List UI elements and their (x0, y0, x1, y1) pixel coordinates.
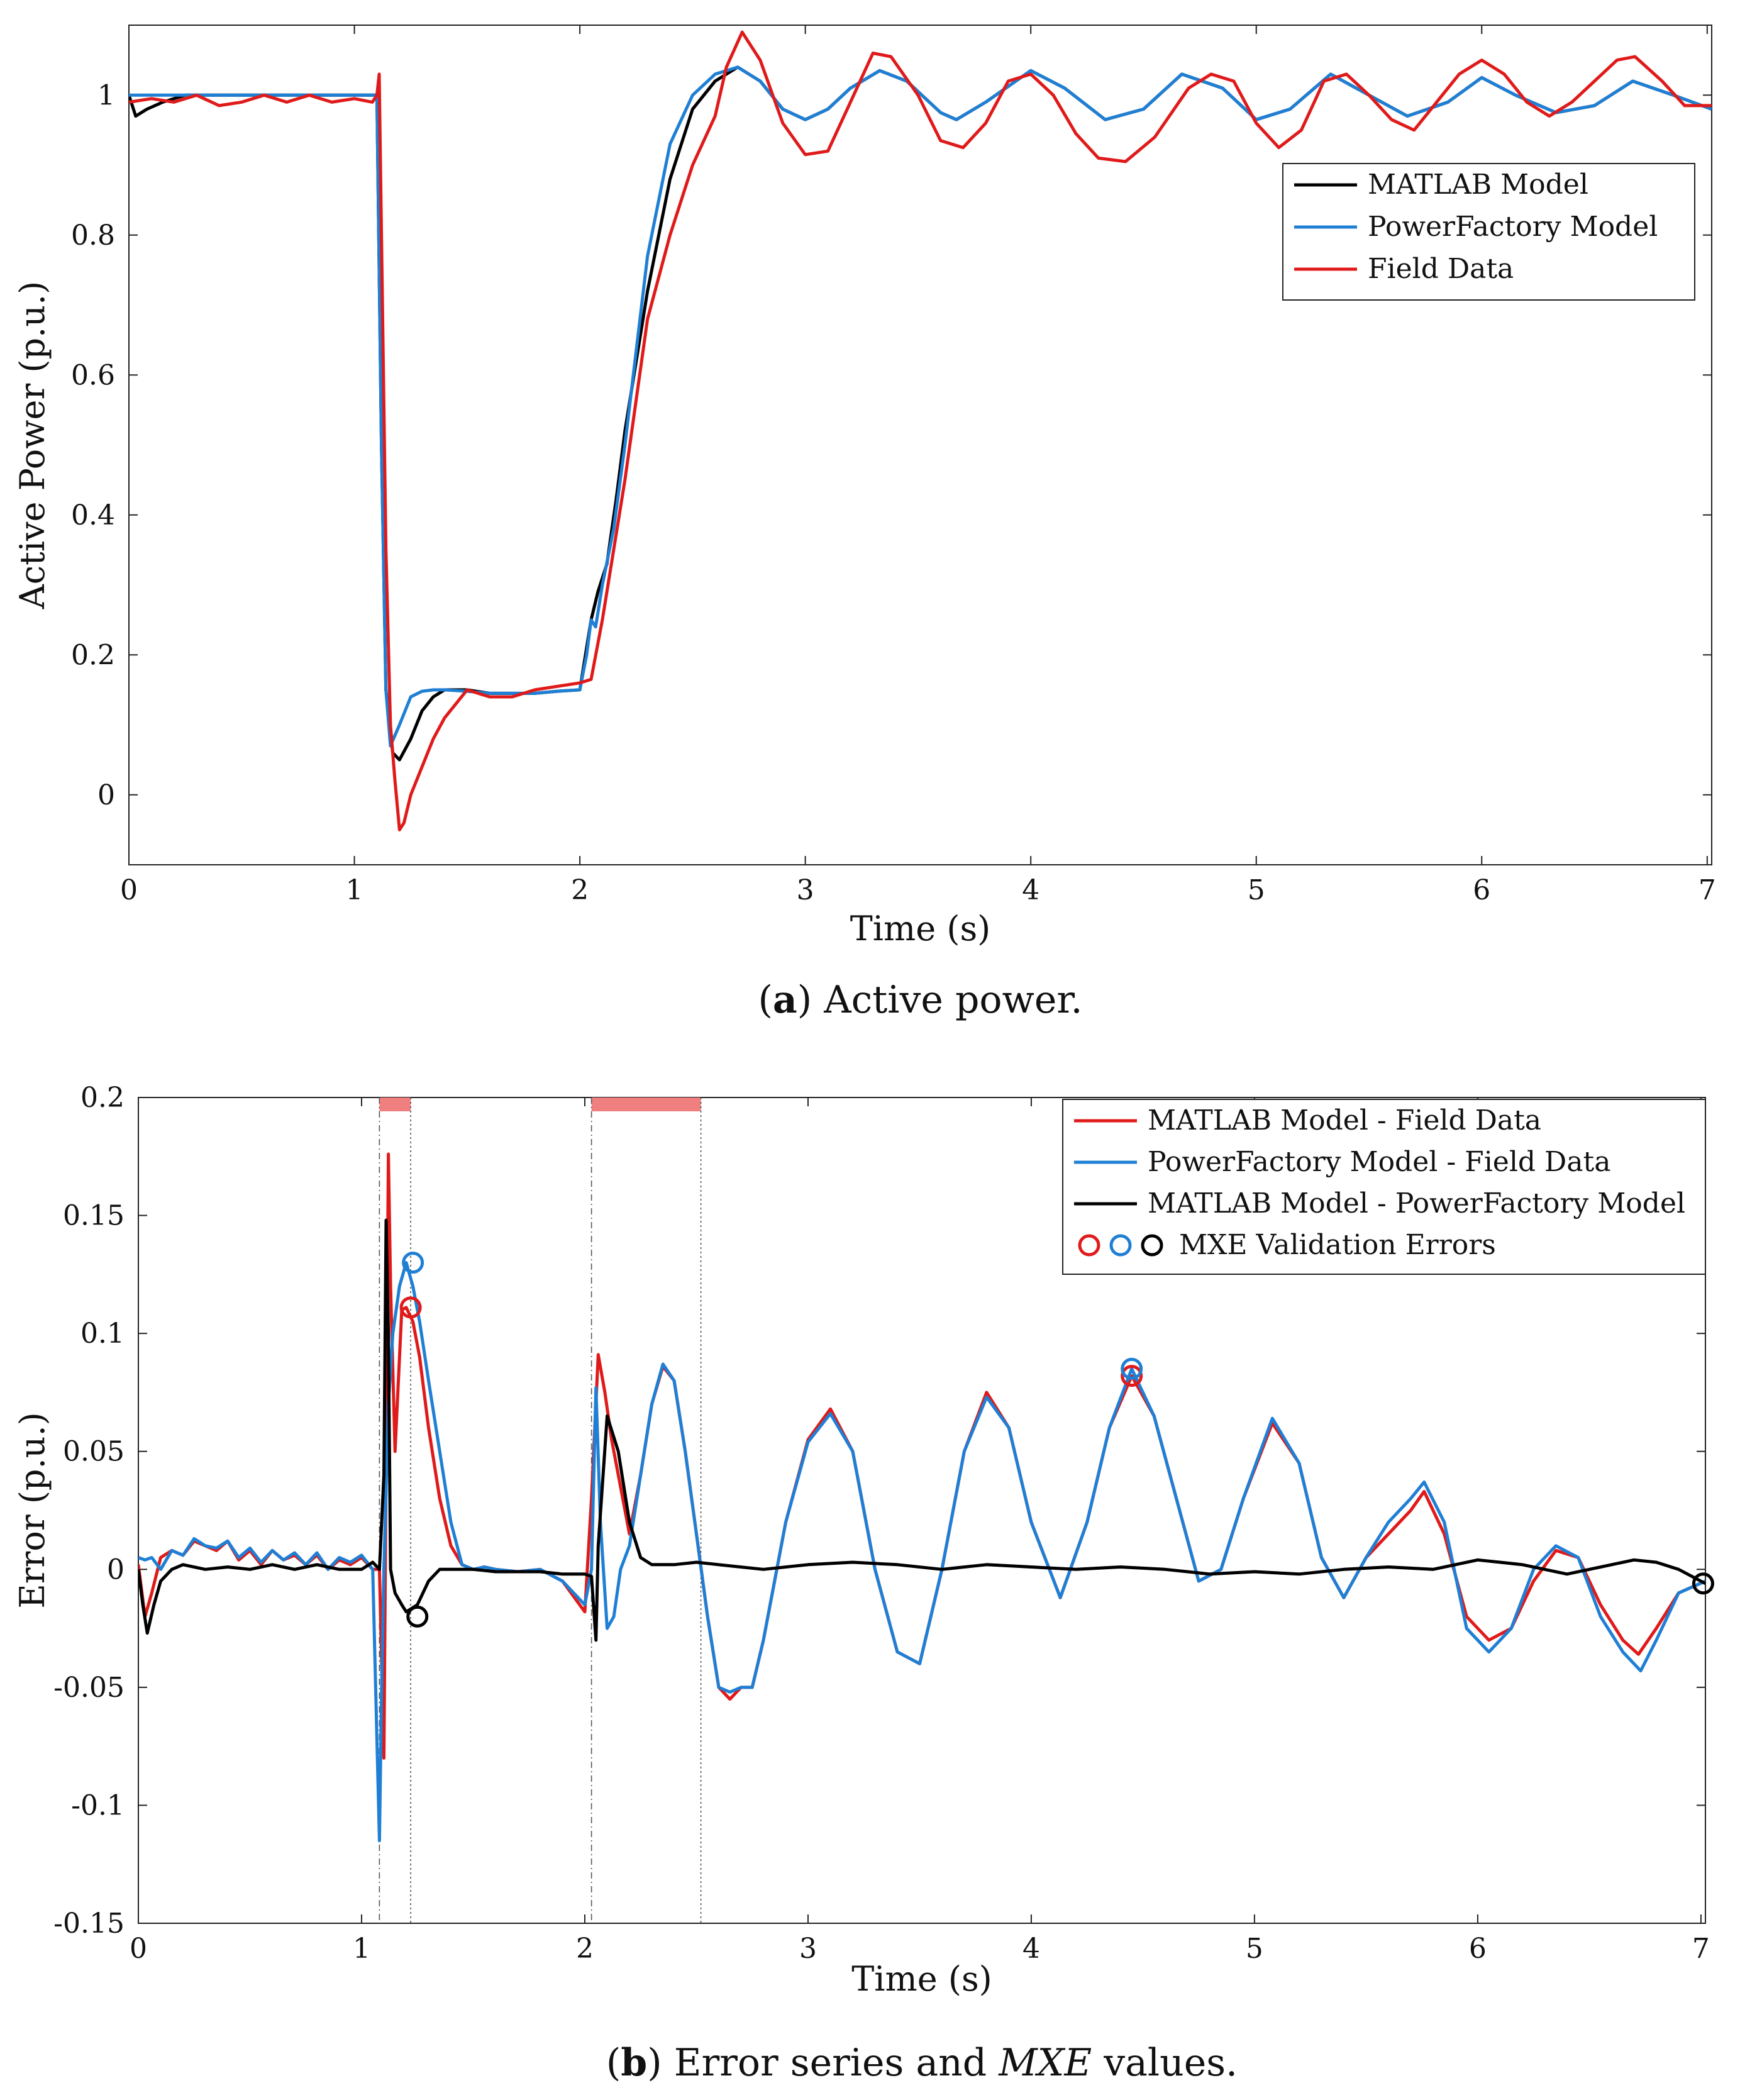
x-tick-label: 7 (1692, 1933, 1710, 1965)
legend-entry: MATLAB Model - PowerFactory Model (1148, 1187, 1685, 1219)
mxe-window-bar (379, 1097, 411, 1111)
caption-text: values. (1103, 2041, 1238, 2085)
x-tick-label: 1 (353, 1933, 370, 1965)
y-tick-label: 0 (97, 779, 115, 811)
legend-mxe-marker (1078, 1234, 1100, 1257)
mxe-marker (402, 1252, 424, 1274)
mxe-marker (406, 1605, 429, 1628)
x-tick-label: 0 (120, 874, 138, 906)
legend: MATLAB Model - Field Data PowerFactory Mo… (1062, 1099, 1706, 1275)
x-tick-label: 3 (799, 1933, 817, 1965)
legend: MATLAB Model PowerFactory Model Field Data (1282, 163, 1695, 301)
y-tick-label: 0.05 (63, 1436, 125, 1468)
caption-space (1092, 2041, 1104, 2085)
chart-panel-a: 0 1 2 3 4 5 6 7 0 0.2 0.4 0.6 0.8 1 Time (s) Active Pow… (13, 25, 1716, 1022)
x-tick-label: 5 (1248, 874, 1265, 906)
mxe-marker (399, 1296, 422, 1319)
y-axis-label: Error (p.u.) (13, 1412, 52, 1608)
x-tick-label: 7 (1698, 874, 1716, 906)
caption-paren: ) (647, 2041, 673, 2085)
legend-mxe-marker (1141, 1234, 1163, 1257)
legend-entry: PowerFactory Model (1368, 211, 1658, 243)
legend-mxe-marker (1109, 1234, 1132, 1257)
y-tick-label: 1 (97, 79, 115, 111)
x-tick-label: 5 (1246, 1933, 1263, 1965)
caption-text: Active power. (823, 978, 1082, 1022)
y-tick-label: 0.8 (71, 219, 115, 252)
series-line-powerfactory-model-field-data (138, 1261, 1705, 1843)
x-tick-label: 3 (797, 874, 814, 906)
legend-entry: Field Data (1368, 253, 1514, 285)
x-axis-label: Time (s) (851, 1959, 992, 1999)
x-tick-label: 4 (1022, 874, 1039, 906)
legend-entry: MATLAB Model (1368, 169, 1588, 201)
legend-box (1062, 1099, 1706, 1275)
caption-label: a (773, 978, 797, 1022)
legend-entry: PowerFactory Model - Field Data (1148, 1146, 1610, 1178)
mxe-window-bar (591, 1097, 701, 1111)
caption-label: b (621, 2041, 647, 2085)
y-tick-label: -0.1 (71, 1789, 125, 1821)
x-tick-label: 2 (576, 1933, 594, 1965)
mxe-marker (1121, 1357, 1143, 1380)
caption-text: Error series and (674, 2041, 987, 2085)
x-tick-label: 6 (1469, 1933, 1487, 1965)
y-tick-label: 0.6 (71, 359, 115, 391)
mxe-marker (1692, 1572, 1714, 1595)
caption-italic: MXE (998, 2041, 1092, 2085)
x-tick-label: 1 (346, 874, 363, 906)
legend-entry: MXE Validation Errors (1179, 1229, 1496, 1261)
x-tick-label: 4 (1022, 1933, 1040, 1965)
panel-caption: (b) Error series and MXE values. (606, 2041, 1238, 2085)
mxe-marker (1121, 1365, 1143, 1387)
caption-paren: ( (758, 978, 772, 1022)
y-tick-label: 0.2 (80, 1082, 125, 1114)
series-line-powerfactory-model (129, 65, 1712, 748)
y-tick-label: 0 (107, 1553, 125, 1586)
x-tick-label: 6 (1473, 874, 1490, 906)
y-axis-label: Active Power (p.u.) (13, 281, 52, 609)
y-tick-label: -0.05 (53, 1672, 125, 1704)
x-tick-label: 0 (130, 1933, 147, 1965)
caption-space (987, 2041, 999, 2085)
series-line-matlab-model-powerfactory-model (138, 1218, 1705, 1642)
y-tick-label: 0.1 (80, 1318, 125, 1350)
y-tick-label: 0.2 (71, 639, 115, 671)
caption-paren: ( (606, 2041, 621, 2085)
plot-area (128, 25, 1712, 865)
caption-paren: ) (797, 978, 824, 1022)
x-axis-label: Time (s) (850, 909, 990, 948)
legend-entry: MATLAB Model - Field Data (1148, 1104, 1541, 1136)
chart-panel-b: 0 1 2 3 4 5 6 7 -0.15 -0.1 -0.05 0 0.05 0.1 0.15 0.2 Tim… (13, 1082, 1714, 2085)
y-tick-label: -0.15 (53, 1908, 125, 1940)
y-tick-label: 0.4 (71, 499, 115, 531)
panel-caption: (a) Active power. (758, 978, 1082, 1022)
y-tick-label: 0.15 (63, 1200, 125, 1232)
series-line-field-data (129, 30, 1712, 831)
x-tick-label: 2 (571, 874, 589, 906)
